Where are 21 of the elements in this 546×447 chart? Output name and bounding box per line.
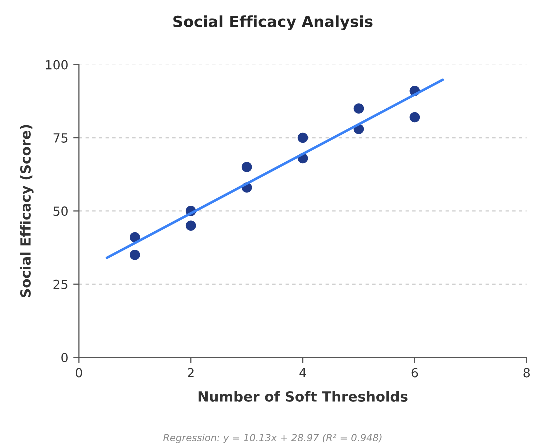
point: [354, 104, 364, 114]
y-tick-label: 100: [46, 60, 68, 70]
text: Regression: y = 10.13x + 28.97 (R² = 0.948): [164, 434, 382, 444]
y-tick-label: 75: [54, 134, 68, 143]
chart-title: Social Efficacy Analysis: [174, 16, 373, 31]
x-tick-label: 2: [188, 368, 194, 378]
point: [186, 220, 196, 231]
x-tick-label: 8: [524, 368, 530, 378]
x-tick-label: 6: [412, 368, 418, 378]
x-axis-title: Number of Soft Thresholds: [198, 391, 408, 402]
y-tick-label: 50: [54, 206, 68, 216]
y-tick-label: 25: [54, 280, 68, 290]
point: [130, 232, 140, 243]
x-tick-label: 0: [76, 368, 82, 378]
y-tick-label: 0: [62, 353, 68, 363]
point: [242, 162, 252, 172]
point: [410, 112, 420, 123]
point: [130, 250, 140, 260]
x-tick-label: 4: [300, 368, 306, 378]
point: [298, 132, 308, 144]
y-axis-title: Social Efficacy (Score): [20, 125, 34, 298]
